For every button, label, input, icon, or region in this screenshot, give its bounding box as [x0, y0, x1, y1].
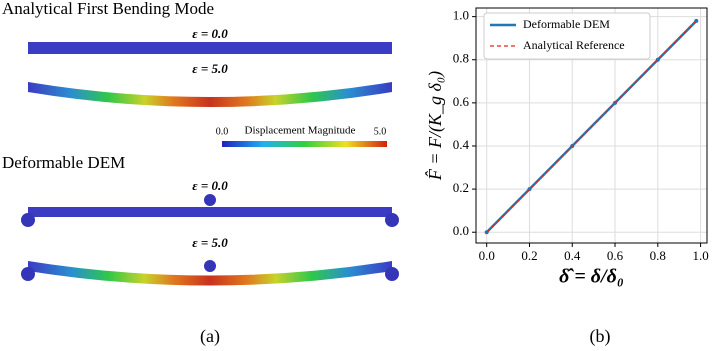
panel-title: Analytical First Bending Mode [2, 0, 214, 18]
x-tick-label: 0.4 [564, 248, 581, 263]
y-tick-label: 0.6 [453, 94, 470, 109]
legend-box [483, 12, 651, 60]
y-tick-label: 0.0 [453, 223, 469, 238]
load-ball [204, 194, 216, 206]
support [385, 213, 399, 227]
caption: (a) [200, 326, 220, 347]
chart: 0.0 0.2 0.4 0.6 0.8 1.0 0.0 0.2 0.4 0.6 0.8 1.0 δ̂ =… [425, 7, 709, 288]
x-tick-label: 0.2 [521, 248, 537, 263]
strain-label: ε = 0.0 [192, 178, 228, 193]
load-ball [204, 260, 216, 272]
plot-frame [475, 7, 708, 244]
caption: (b) [590, 326, 611, 347]
bent-beam [28, 261, 392, 286]
legend-label: Deformable DEM [523, 17, 610, 31]
beam [28, 42, 392, 54]
x-tick-label: 1.0 [692, 248, 708, 263]
support [21, 267, 35, 281]
bent-beam [28, 82, 392, 107]
x-axis-label: δ̂ = δ/δ₀ [559, 266, 624, 288]
colorbar [222, 141, 387, 147]
y-tick-label: 0.8 [453, 51, 469, 66]
y-tick-label: 1.0 [453, 8, 469, 23]
strain-label: ε = 5.0 [192, 61, 228, 76]
beam [28, 207, 392, 217]
x-tick-label: 0.0 [479, 248, 495, 263]
x-tick-label: 0.8 [650, 248, 666, 263]
colorbar-max: 5.0 [374, 126, 387, 137]
colorbar-title: Displacement Magnitude [245, 125, 356, 137]
strain-label: ε = 5.0 [192, 235, 228, 250]
strain-label: ε = 0.0 [192, 26, 228, 41]
support [385, 267, 399, 281]
legend-label: Analytical Reference [523, 38, 625, 52]
colorbar-min: 0.0 [216, 126, 229, 137]
support [21, 213, 35, 227]
x-tick-label: 0.6 [607, 248, 624, 263]
y-tick-label: 0.2 [453, 180, 469, 195]
series-line [486, 20, 697, 233]
y-axis-label: F̂ = F/(K_g δ₀) [425, 71, 446, 181]
y-tick-label: 0.4 [453, 137, 470, 152]
panel-title: Deformable DEM [2, 153, 125, 172]
